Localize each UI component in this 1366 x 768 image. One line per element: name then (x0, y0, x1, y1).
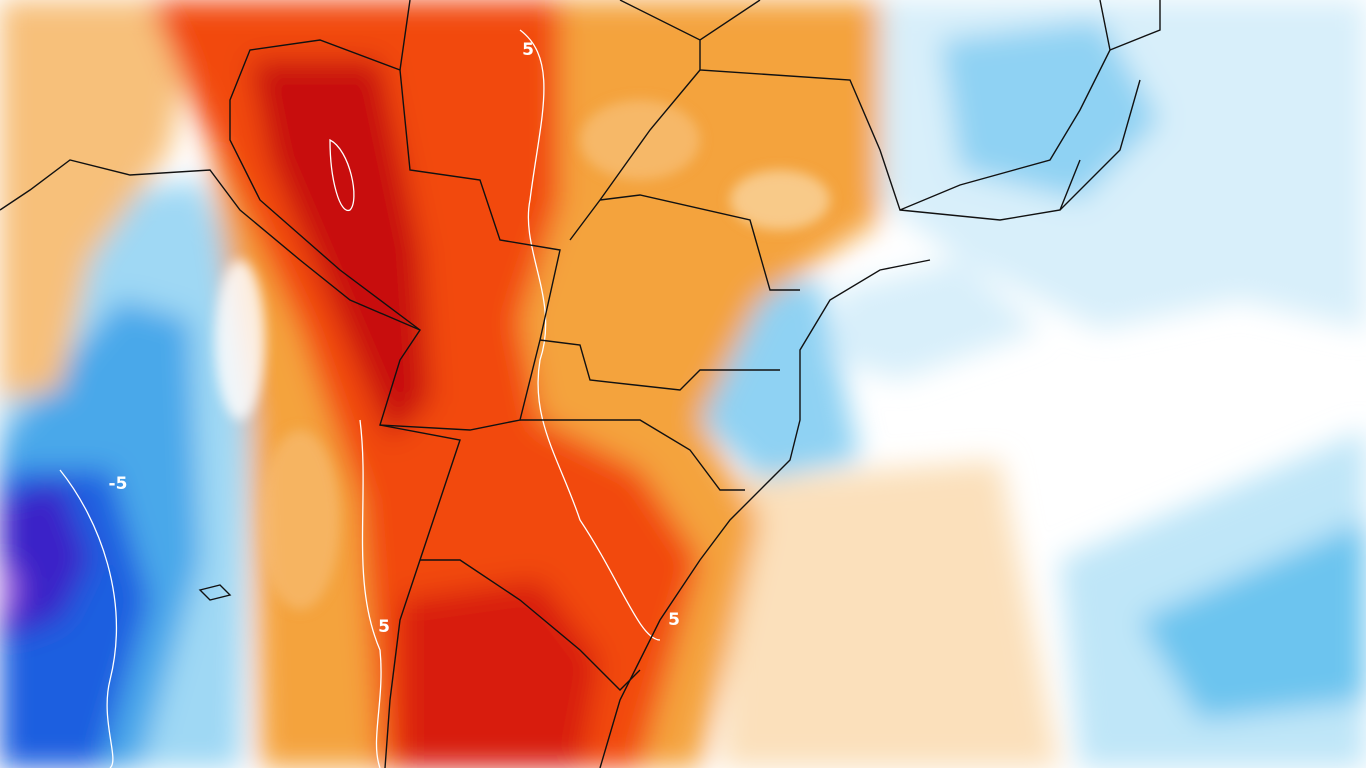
contour-label: 5 (668, 610, 680, 630)
contour-label: -5 (109, 474, 128, 494)
isolines (59, 29, 661, 768)
borders (0, 0, 1161, 768)
texture (215, 100, 830, 610)
contour-label: 5 (522, 40, 534, 60)
contour-labels: 5 -5 5 5 (109, 40, 680, 637)
contour-label: 5 (378, 617, 390, 637)
